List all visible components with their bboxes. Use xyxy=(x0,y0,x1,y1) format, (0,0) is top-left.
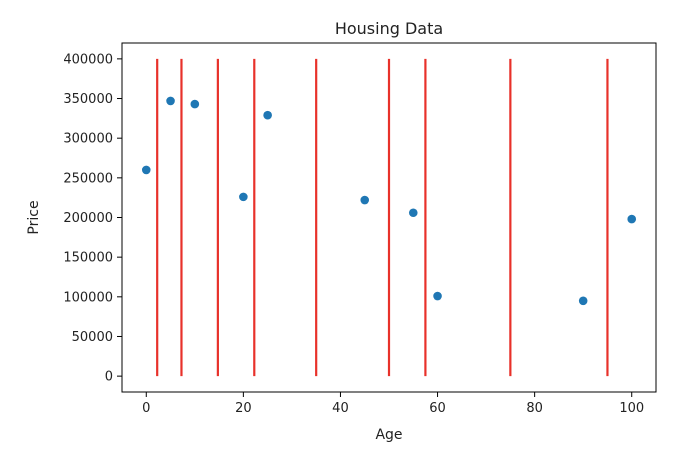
data-point-7 xyxy=(433,291,442,301)
data-point-3 xyxy=(239,192,248,202)
data-point-4 xyxy=(263,110,272,120)
data-points-group xyxy=(141,96,637,306)
y-tick-label-2: 100000 xyxy=(63,290,113,305)
data-point-5 xyxy=(360,195,370,205)
data-point-1 xyxy=(166,96,175,106)
data-point-8 xyxy=(578,296,588,306)
x-axis-label: Age xyxy=(375,427,402,443)
data-point-9 xyxy=(627,214,637,224)
x-tick-label-4: 80 xyxy=(526,401,543,416)
y-axis-label: Price xyxy=(26,200,42,234)
y-tick-label-8: 400000 xyxy=(63,52,113,67)
y-tick-label-1: 50000 xyxy=(72,330,113,345)
y-tick-label-6: 300000 xyxy=(63,132,113,147)
y-tick-label-7: 350000 xyxy=(63,92,113,107)
x-axis-ticks: 0 20 40 60 80 100 xyxy=(142,392,644,416)
data-point-6 xyxy=(408,208,418,218)
y-axis-ticks: 0 50000 100000 150000 200000 250000 300000 3500… xyxy=(63,52,122,385)
x-tick-label-3: 60 xyxy=(429,401,446,416)
chart-title: Housing Data xyxy=(335,19,443,38)
y-tick-label-0: 0 xyxy=(105,370,113,385)
y-tick-label-5: 250000 xyxy=(63,171,113,186)
y-tick-label-4: 200000 xyxy=(63,211,113,226)
x-tick-label-1: 20 xyxy=(235,401,252,416)
data-point-2 xyxy=(190,99,200,109)
x-tick-label-5: 100 xyxy=(619,401,644,416)
vertical-lines-group xyxy=(156,58,609,377)
data-point-0 xyxy=(141,165,151,175)
y-tick-label-3: 150000 xyxy=(63,251,113,266)
x-tick-label-2: 40 xyxy=(332,401,349,416)
x-tick-label-0: 0 xyxy=(142,401,150,416)
